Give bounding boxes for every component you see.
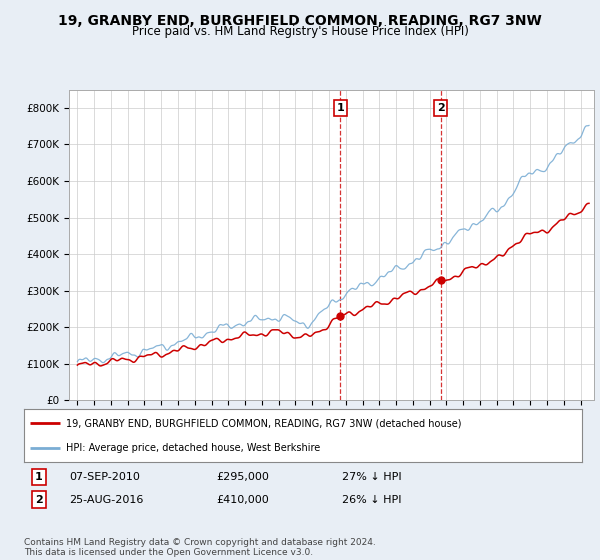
Text: 26% ↓ HPI: 26% ↓ HPI [342,494,401,505]
Text: 1: 1 [35,472,43,482]
Text: 19, GRANBY END, BURGHFIELD COMMON, READING, RG7 3NW (detached house): 19, GRANBY END, BURGHFIELD COMMON, READI… [66,418,461,428]
Text: 19, GRANBY END, BURGHFIELD COMMON, READING, RG7 3NW: 19, GRANBY END, BURGHFIELD COMMON, READI… [58,14,542,28]
Text: 25-AUG-2016: 25-AUG-2016 [69,494,143,505]
Text: 2: 2 [437,103,445,113]
Text: 27% ↓ HPI: 27% ↓ HPI [342,472,401,482]
Text: £295,000: £295,000 [216,472,269,482]
Text: Contains HM Land Registry data © Crown copyright and database right 2024.
This d: Contains HM Land Registry data © Crown c… [24,538,376,557]
Text: 1: 1 [337,103,344,113]
Text: £410,000: £410,000 [216,494,269,505]
Text: HPI: Average price, detached house, West Berkshire: HPI: Average price, detached house, West… [66,442,320,452]
Text: Price paid vs. HM Land Registry's House Price Index (HPI): Price paid vs. HM Land Registry's House … [131,25,469,38]
Text: 07-SEP-2010: 07-SEP-2010 [69,472,140,482]
Text: 2: 2 [35,494,43,505]
